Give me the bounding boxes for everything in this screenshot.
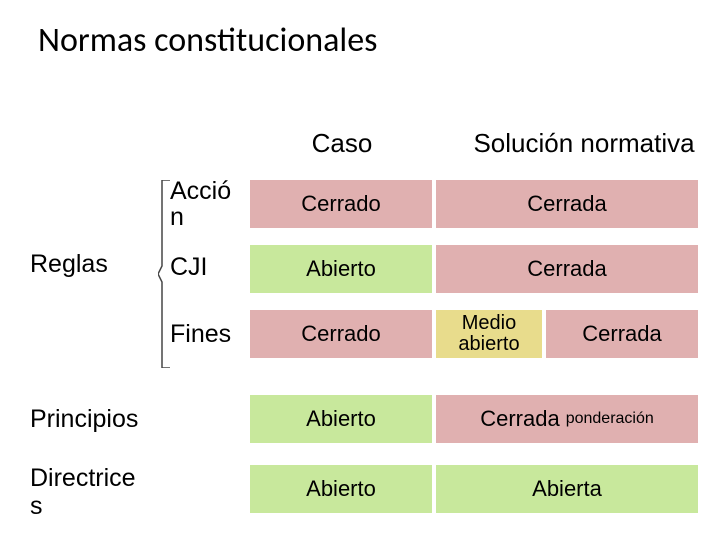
r3-sol-left: Medio abierto bbox=[436, 310, 542, 358]
r4-caso: Abierto bbox=[250, 395, 432, 443]
sub-accion: Acció n bbox=[170, 178, 240, 231]
side-directrices: Directrice s bbox=[30, 465, 136, 520]
r4-sol: Cerradaponderación bbox=[436, 395, 698, 443]
side-reglas: Reglas bbox=[30, 250, 108, 279]
slide-title: Normas constitucionales bbox=[38, 20, 377, 61]
sub-cjl: CJI bbox=[170, 253, 240, 282]
r1-sol: Cerrada bbox=[436, 180, 698, 228]
r5-sol: Abierta bbox=[436, 465, 698, 513]
side-principios: Principios bbox=[30, 405, 138, 434]
r3-sol-right: Cerrada bbox=[546, 310, 698, 358]
sub-fines: Fines bbox=[170, 320, 240, 349]
r3-caso: Cerrado bbox=[250, 310, 432, 358]
r2-sol: Cerrada bbox=[436, 245, 698, 293]
r5-caso: Abierto bbox=[250, 465, 432, 513]
r2-caso: Abierto bbox=[250, 245, 432, 293]
col-solucion: Solución normativa bbox=[454, 128, 714, 159]
col-caso: Caso bbox=[292, 128, 392, 159]
bracket-icon bbox=[158, 180, 170, 368]
r1-caso: Cerrado bbox=[250, 180, 432, 228]
